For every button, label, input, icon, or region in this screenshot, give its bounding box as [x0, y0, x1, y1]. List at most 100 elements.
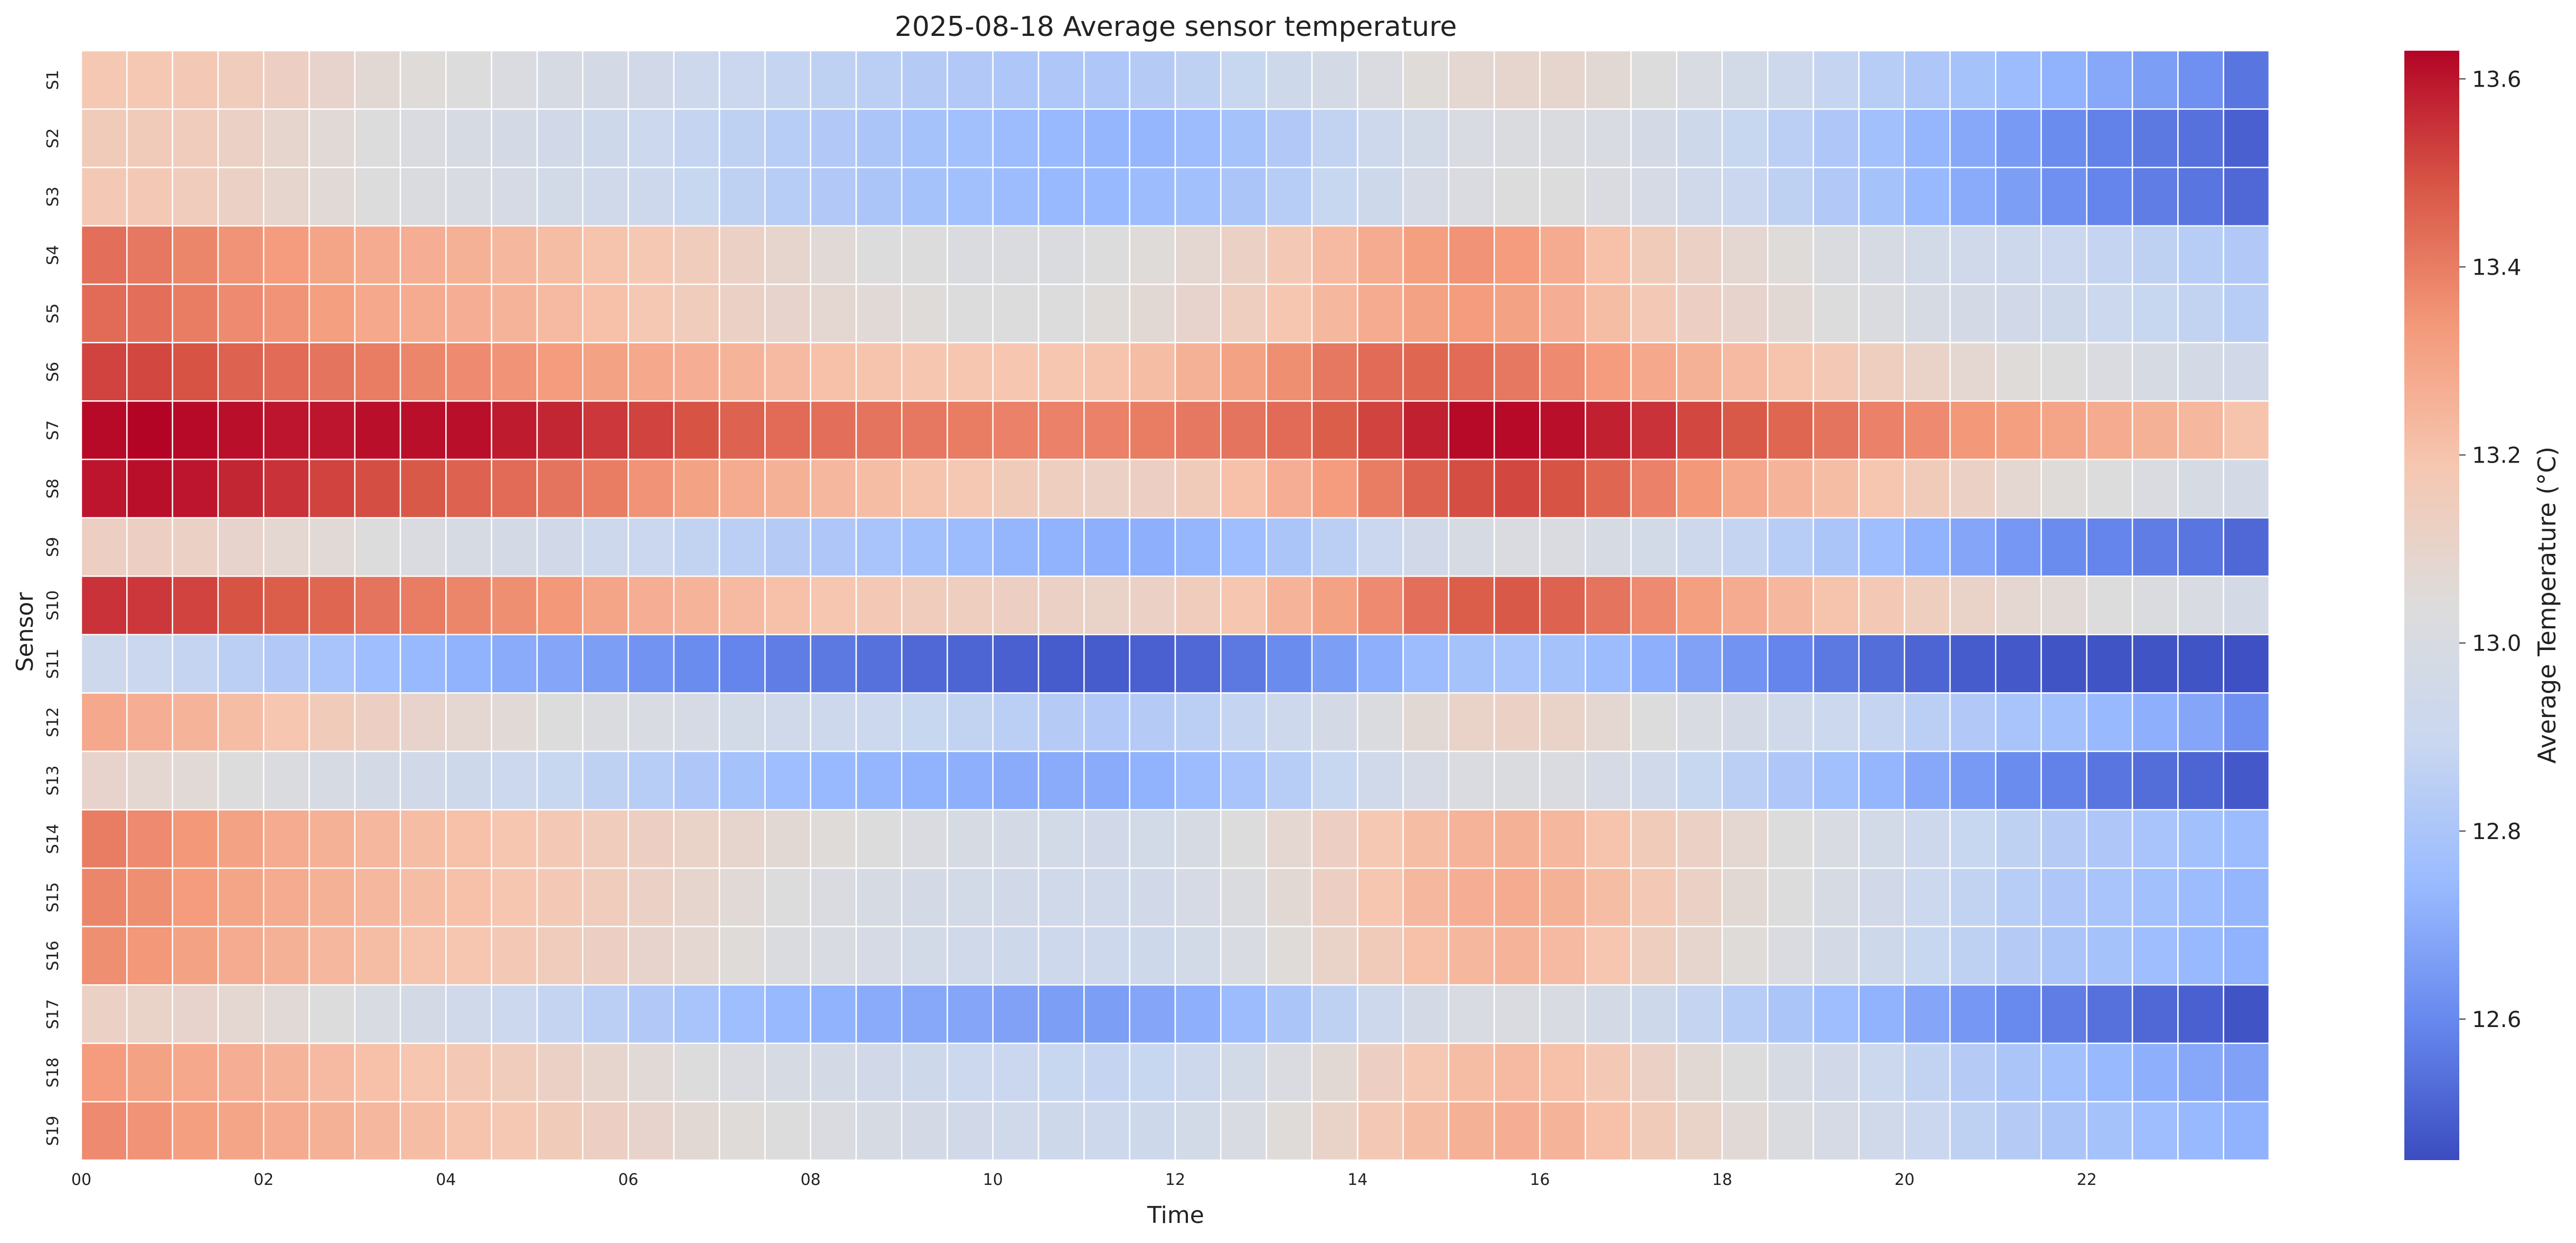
heatmap-cell: [810, 634, 857, 694]
heatmap-cell: [399, 400, 447, 460]
heatmap-cell: [1675, 575, 1723, 636]
heatmap-cell: [172, 400, 219, 460]
heatmap-cell: [1129, 517, 1176, 577]
heatmap-cell: [354, 634, 401, 694]
heatmap-cell: [263, 634, 310, 694]
heatmap-cell: [901, 225, 948, 285]
heatmap-cell: [491, 50, 538, 110]
heatmap-cell: [2040, 400, 2088, 460]
heatmap-cell: [354, 926, 401, 986]
heatmap-cell: [536, 692, 584, 752]
y-tick-label: S8: [44, 478, 62, 498]
heatmap-cell: [1539, 50, 1586, 110]
heatmap-cell: [1539, 517, 1586, 577]
heatmap-cell: [2177, 692, 2224, 752]
heatmap-cell: [1174, 1101, 1222, 1161]
heatmap-cell: [263, 750, 310, 811]
heatmap-cell: [1812, 984, 1860, 1044]
heatmap-cell: [1266, 342, 1313, 402]
heatmap-cell: [1539, 108, 1586, 168]
heatmap-cell: [1812, 225, 1860, 285]
heatmap-cell: [80, 750, 128, 811]
heatmap-cell: [1356, 50, 1404, 110]
heatmap-cell: [354, 1101, 401, 1161]
x-tick-label: 04: [436, 1171, 456, 1189]
heatmap-cell: [445, 926, 492, 986]
heatmap-cell: [1493, 926, 1541, 986]
heatmap-cell: [1037, 1101, 1085, 1161]
heatmap-cell: [217, 809, 265, 869]
heatmap-cell: [1037, 225, 1085, 285]
heatmap-cell: [855, 575, 903, 636]
heatmap-cell: [1083, 342, 1130, 402]
heatmap-cell: [1630, 225, 1678, 285]
heatmap-cell: [1356, 517, 1404, 577]
colorbar-tick-labels: 12.6 12.8 13.0 13.2 13.4 13.6: [2459, 66, 2522, 1032]
heatmap-cell: [582, 634, 629, 694]
heatmap-cell: [1037, 867, 1085, 927]
heatmap-cell: [764, 692, 811, 752]
heatmap-cell: [1220, 400, 1267, 460]
heatmap-cell: [1721, 1042, 1769, 1103]
heatmap-cell: [718, 984, 766, 1044]
heatmap-cell: [217, 50, 265, 110]
heatmap-cell: [491, 809, 538, 869]
heatmap-cell: [627, 984, 675, 1044]
heatmap-cell: [810, 926, 857, 986]
heatmap-cell: [80, 342, 128, 402]
heatmap-cell: [1675, 867, 1723, 927]
heatmap-cell: [1356, 575, 1404, 636]
heatmap-cell: [1083, 1042, 1130, 1103]
heatmap-cell: [810, 225, 857, 285]
heatmap-cell: [1037, 108, 1085, 168]
heatmap-cell: [1721, 634, 1769, 694]
heatmap-cell: [1220, 166, 1267, 227]
y-tick-label: S10: [44, 590, 62, 620]
heatmap-cell: [901, 1042, 948, 1103]
heatmap-cell: [263, 50, 310, 110]
heatmap-cell: [1858, 50, 1905, 110]
heatmap-cell: [354, 400, 401, 460]
heatmap-cell: [627, 284, 675, 344]
heatmap-cell: [1767, 225, 1814, 285]
heatmap-cell: [1767, 984, 1814, 1044]
heatmap-cell: [718, 926, 766, 986]
heatmap-cell: [1311, 458, 1359, 519]
heatmap-cell: [1812, 342, 1860, 402]
heatmap-cell: [172, 809, 219, 869]
heatmap-cell: [718, 575, 766, 636]
heatmap-cell: [1448, 108, 1495, 168]
heatmap-cell: [172, 108, 219, 168]
heatmap-cell: [80, 166, 128, 227]
heatmap-cell: [1995, 867, 2042, 927]
heatmap-cell: [1630, 575, 1678, 636]
heatmap-cell: [1995, 809, 2042, 869]
heatmap-cell: [536, 50, 584, 110]
heatmap-cell: [627, 225, 675, 285]
heatmap-cell: [1493, 342, 1541, 402]
heatmap-cell: [718, 50, 766, 110]
heatmap-cell: [126, 1042, 173, 1103]
heatmap-cell: [1721, 692, 1769, 752]
heatmap-cell: [582, 108, 629, 168]
heatmap-cell: [308, 1101, 356, 1161]
y-tick-label: S4: [44, 245, 62, 265]
heatmap-cell: [2086, 984, 2133, 1044]
colorbar-label: Average Temperature (°C): [2533, 447, 2561, 764]
heatmap-cell: [1812, 400, 1860, 460]
heatmap-cell: [1174, 50, 1222, 110]
heatmap-cell: [764, 284, 811, 344]
heatmap-cell: [1037, 50, 1085, 110]
heatmap-cell: [764, 575, 811, 636]
heatmap-cell: [1266, 1101, 1313, 1161]
heatmap-cell: [2040, 750, 2088, 811]
heatmap-cell: [217, 692, 265, 752]
heatmap-cell: [1220, 108, 1267, 168]
heatmap-cell: [855, 809, 903, 869]
heatmap-cell: [172, 867, 219, 927]
heatmap-cell: [1037, 575, 1085, 636]
heatmap-cell: [399, 984, 447, 1044]
heatmap-cell: [1675, 517, 1723, 577]
heatmap-cell: [1083, 225, 1130, 285]
heatmap-cell: [1448, 809, 1495, 869]
